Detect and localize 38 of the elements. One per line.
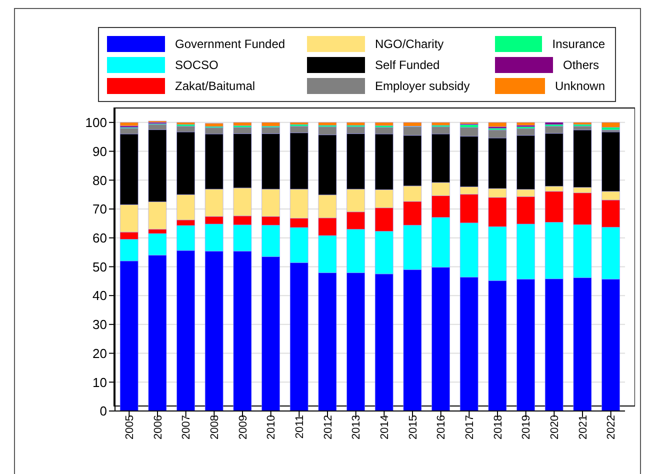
legend-label: Self Funded [375,58,440,72]
x-tick-label: 2010 [266,415,278,440]
x-tick-label: 2022 [606,415,618,440]
x-tick-label: 2021 [577,415,590,440]
legend-label: Unknown [554,78,605,92]
legend-label: Insurance [552,36,605,50]
y-tick-label: 50 [92,259,107,274]
legend-label: Zakat/Baitumal [175,78,256,92]
x-tick-label: 2019 [520,415,533,440]
y-tick-label: 80 [92,172,107,188]
legend-label: Employer subsidy [375,78,470,92]
x-tick-label: 2015 [407,415,420,440]
y-tick-label: 30 [92,317,107,332]
y-tick-label: 70 [92,202,107,217]
x-tick-label: 2005 [124,415,136,440]
y-tick-label: 60 [92,230,107,246]
y-tick-label: 20 [92,346,107,361]
y-tick-label: 0 [100,404,107,419]
x-tick-label: 2006 [152,415,164,440]
x-tick-label: 2017 [464,415,476,440]
y-tick-label: 40 [92,288,107,304]
x-tick-label: 2009 [237,415,250,440]
x-tick-label: 2012 [322,415,334,440]
x-tick-label: 2011 [294,415,306,439]
x-tick-label: 2007 [180,415,193,440]
x-tick-label: 2018 [492,415,504,440]
x-tick-label: 2013 [350,415,363,440]
x-tick-label: 2020 [548,415,561,440]
x-tick-label: 2014 [378,415,391,440]
x-tick-label: 2008 [208,415,221,440]
y-tick-label: 90 [92,144,107,159]
x-tick-label: 2016 [436,415,448,440]
legend-label: NGO/Charity [375,36,444,50]
legend-label: SOCSO [175,58,218,72]
y-tick-label: 100 [85,115,107,130]
legend-label: Government Funded [175,36,286,50]
legend-label: Others [563,58,600,72]
y-tick-label: 10 [92,374,107,390]
